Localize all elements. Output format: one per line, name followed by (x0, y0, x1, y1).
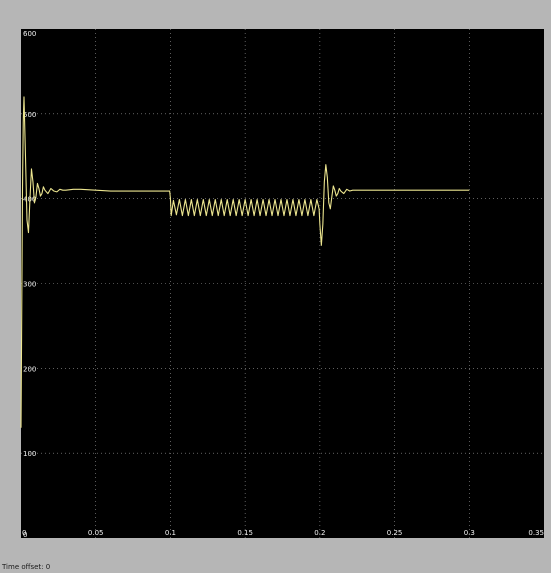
x-tick-label: 0.3 (464, 529, 475, 537)
x-tick-label: 0.05 (88, 529, 104, 537)
y-tick-label: 600 (23, 30, 36, 38)
x-tick-label: 0.2 (314, 529, 325, 537)
x-tick-label: 0.35 (528, 529, 544, 537)
y-tick-label: 100 (23, 450, 36, 458)
x-tick-labels: 0 0.05 0.1 0.15 0.2 0.25 0.3 0.35 (22, 529, 544, 537)
grid-lines (21, 29, 544, 538)
x-tick-label: 0.25 (387, 529, 403, 537)
x-tick-label: 0 (22, 529, 26, 537)
status-bar: Time offset: 0 (2, 563, 50, 571)
y-tick-label: 500 (23, 111, 36, 119)
y-tick-label: 0 (23, 531, 27, 539)
time-offset-label: Time offset: (2, 563, 44, 571)
y-tick-label: 200 (23, 365, 36, 373)
time-offset-value: 0 (45, 563, 51, 571)
x-tick-label: 0.1 (165, 529, 176, 537)
x-tick-label: 0.15 (237, 529, 253, 537)
trace-group (20, 96, 470, 428)
series-line-0 (20, 96, 470, 428)
plot-area (21, 29, 544, 538)
y-tick-label: 300 (23, 281, 36, 289)
